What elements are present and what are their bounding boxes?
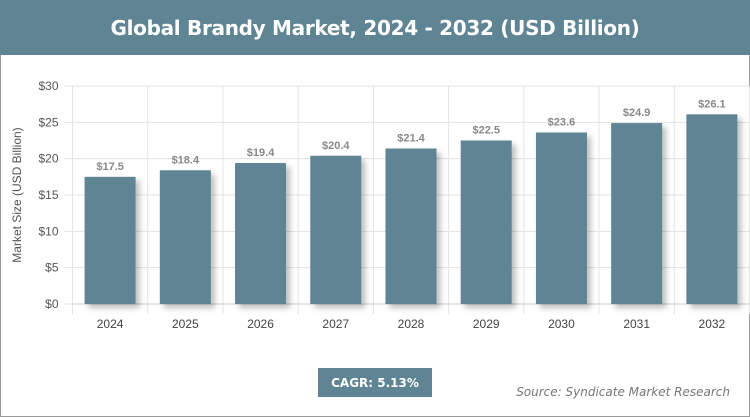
bar-2031: [611, 123, 663, 304]
x-tick-label: 2030: [548, 317, 575, 331]
x-tick-label: 2032: [699, 317, 726, 331]
bar-2025: [159, 170, 211, 304]
data-label: $18.4: [172, 154, 200, 166]
data-label: $20.4: [322, 140, 350, 152]
bar-2027: [310, 155, 362, 304]
bar-chart: $0 $5 $10 $15 $20 $25 $30 $17.5 2024 $18.4 2025 $19…: [10, 79, 750, 331]
chart-title: Global Brandy Market, 2024 - 2032 (USD B…: [0, 0, 750, 55]
y-tick-label: $25: [38, 115, 58, 129]
y-tick-label: $20: [38, 152, 58, 166]
x-tick-label: 2029: [473, 317, 500, 331]
data-label: $24.9: [623, 107, 651, 119]
bar-2028: [385, 148, 437, 304]
source-note: Source: Syndicate Market Research: [516, 385, 730, 399]
bar-2024: [84, 176, 136, 304]
data-label: $17.5: [96, 161, 124, 173]
y-tick-label: $0: [45, 297, 59, 311]
x-tick-label: 2027: [322, 317, 349, 331]
data-label: $22.5: [472, 125, 500, 137]
data-label: $26.1: [698, 98, 726, 110]
data-label: $19.4: [247, 147, 275, 159]
y-tick-label: $5: [45, 261, 59, 275]
y-axis-title: Market Size (USD Billion): [10, 127, 24, 262]
x-tick-label: 2025: [172, 317, 199, 331]
bar-2029: [460, 140, 512, 304]
bar-2032: [686, 114, 738, 304]
bar-2026: [235, 163, 287, 304]
x-tick-label: 2031: [623, 317, 650, 331]
data-label: $23.6: [548, 117, 576, 129]
cagr-badge: CAGR: 5.13%: [318, 368, 432, 397]
y-tick-label: $10: [38, 224, 58, 238]
y-tick-label: $15: [38, 188, 58, 202]
x-tick-label: 2024: [97, 317, 124, 331]
bar-2030: [535, 132, 587, 304]
data-label: $21.4: [397, 132, 425, 144]
x-tick-label: 2026: [247, 317, 274, 331]
x-tick-label: 2028: [398, 317, 425, 331]
y-tick-label: $30: [38, 79, 58, 93]
